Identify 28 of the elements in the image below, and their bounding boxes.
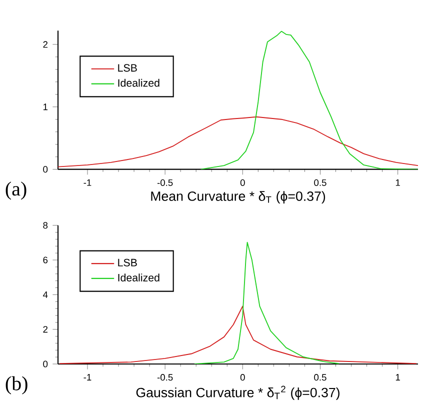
x-tick-label: 0 xyxy=(240,374,245,381)
x-axis-title: Mean Curvature * δ$_{T}$ (ϕ=0.37) xyxy=(151,191,326,204)
y-tick-label: 1 xyxy=(43,104,48,110)
y-tick-label: 2 xyxy=(43,326,48,333)
line-series xyxy=(58,116,418,168)
x-tick-label: 0 xyxy=(240,179,245,186)
legend-label: LSB xyxy=(118,64,137,72)
x-tick-label: -0.5 xyxy=(157,179,173,186)
line-series xyxy=(194,242,340,364)
legend-label: Idealized xyxy=(118,78,160,87)
y-tick-label: 0 xyxy=(43,360,48,368)
text: (b) xyxy=(6,376,28,394)
x-tick-label: 1 xyxy=(396,374,400,380)
y-tick-label: 6 xyxy=(43,256,48,264)
y-tick-label: 8 xyxy=(43,222,48,229)
x-tick-label: -0.5 xyxy=(157,374,173,381)
x-tick-label: 1 xyxy=(396,179,400,186)
y-tick-label: 2 xyxy=(43,41,48,48)
text: (a) xyxy=(6,182,26,200)
legend-label: LSB xyxy=(118,258,137,266)
x-tick-label: 0.5 xyxy=(314,179,326,186)
y-tick-label: 4 xyxy=(42,291,48,298)
legend-label: Idealized xyxy=(118,274,160,282)
x-tick-label: -1 xyxy=(84,374,92,380)
x-tick-label: 0.5 xyxy=(314,374,326,381)
y-tick-label: 0 xyxy=(43,166,48,173)
x-axis-title: Gaussian Curvature * δ$_{T}$$^{2}$ (ϕ=0.37) xyxy=(136,386,340,400)
x-tick-label: -1 xyxy=(84,179,92,186)
